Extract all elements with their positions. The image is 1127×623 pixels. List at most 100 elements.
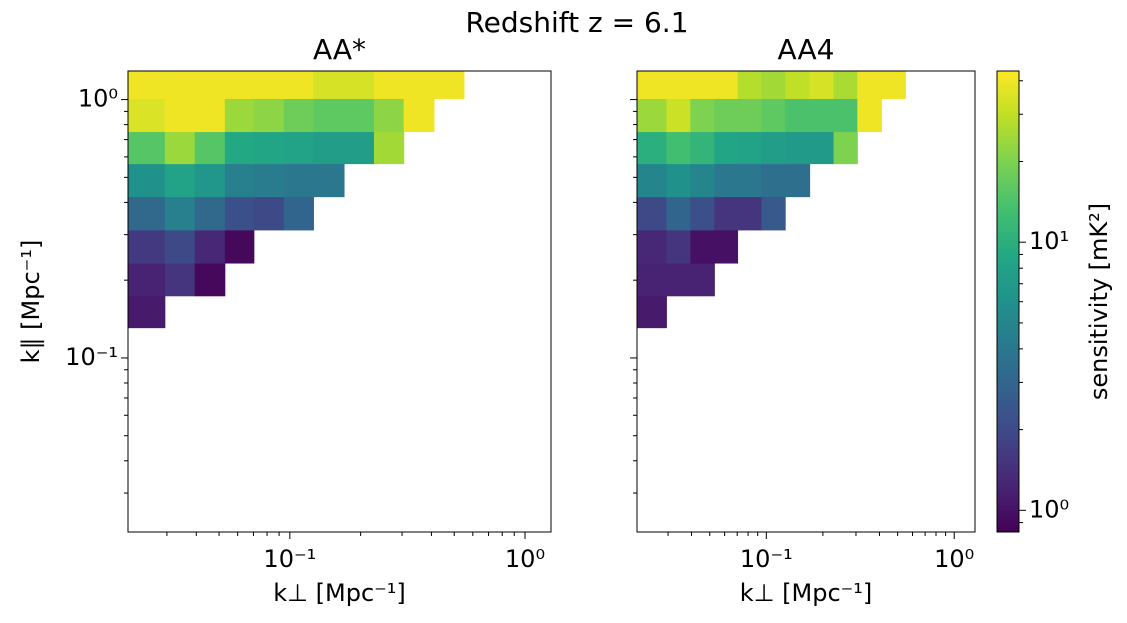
heatmap-cell [253, 71, 285, 99]
heatmap-cell [194, 131, 226, 165]
heatmap-cell [128, 71, 166, 99]
x-tick-label: 10⁻¹ [263, 545, 316, 573]
heatmap-cell [283, 163, 314, 198]
heatmap-cell [283, 71, 314, 99]
heatmap-cell [666, 98, 691, 133]
x-tick-label: 10⁻¹ [740, 545, 793, 573]
heatmap-cell [128, 229, 166, 264]
heatmap-cell [809, 71, 835, 99]
heatmap-cell [737, 163, 762, 198]
heatmap-cell [374, 98, 405, 133]
heatmap-cell [253, 131, 285, 165]
heatmap-cell [637, 131, 667, 165]
heatmap-cell [433, 71, 465, 99]
colorbar-tick-label: 10⁰ [1029, 495, 1069, 523]
y-tick-label: 10⁻¹ [65, 343, 118, 371]
heatmap-cell [253, 98, 285, 133]
heatmap-cell [857, 71, 882, 99]
heatmap-cell [785, 131, 811, 165]
heatmap-cell [128, 98, 166, 133]
heatmap-cell [194, 263, 226, 297]
heatmap-cell [666, 131, 691, 165]
heatmap-cell [690, 229, 715, 264]
heatmap-cell [253, 163, 285, 198]
heatmap-cell [690, 163, 715, 198]
heatmap-cell [164, 98, 196, 133]
colorbar-label: sensitivity [mK²] [1085, 203, 1113, 400]
heatmap-cell [164, 263, 196, 297]
heatmap-cell [809, 131, 835, 165]
heatmap-cell [637, 196, 667, 231]
heatmap-cell [809, 98, 835, 133]
heatmap-cell [224, 196, 255, 231]
heatmap-cell [737, 196, 762, 231]
y-axis-label: k∥ [Mpc⁻¹] [17, 240, 45, 364]
heatmap-cell [164, 163, 196, 198]
heatmap-cell [761, 196, 786, 231]
heatmap-cell [714, 229, 739, 264]
heatmap-cell [637, 71, 667, 99]
colorbar-tick-label: 10¹ [1029, 227, 1069, 255]
heatmap-cell [164, 229, 196, 264]
heatmap-cell [194, 229, 226, 264]
heatmap-cell [785, 163, 811, 198]
axes-frame [636, 70, 976, 533]
heatmap-cell [128, 131, 166, 165]
heatmap-cell [253, 196, 285, 231]
heatmap-cell [761, 131, 786, 165]
heatmap-cell [344, 98, 375, 133]
heatmap-cell [224, 71, 255, 99]
heatmap-cell [224, 163, 255, 198]
heatmap-cell [194, 98, 226, 133]
heatmap-cell [761, 98, 786, 133]
heatmap-cell [128, 295, 166, 329]
heatmap-cell [714, 196, 739, 231]
heatmap-cell [283, 196, 314, 231]
heatmap-cell [690, 263, 715, 297]
heatmap-cell [666, 196, 691, 231]
heatmap-cell [164, 196, 196, 231]
heatmap-cell [128, 263, 166, 297]
x-tick-label: 10⁰ [505, 545, 545, 573]
heatmap-cell [737, 71, 762, 99]
heatmap-cell [637, 98, 667, 133]
heatmap-cell [637, 295, 667, 329]
heatmap-cell [164, 71, 196, 99]
heatmap-cell [737, 131, 762, 165]
heatmap-cell [403, 98, 435, 133]
heatmap-cell [313, 163, 345, 198]
axes-title: AA* [313, 33, 366, 66]
heatmap-cell [761, 163, 786, 198]
heatmap-cell [857, 98, 882, 133]
heatmap-cell [666, 229, 691, 264]
heatmap-cell [637, 229, 667, 264]
heatmap-cell [194, 163, 226, 198]
heatmap-cell [666, 163, 691, 198]
figure-title: Redshift z = 6.1 [465, 6, 688, 39]
y-tick-label: 10⁰ [78, 85, 118, 113]
heatmap-cell [344, 71, 375, 99]
heatmap-cell [313, 98, 345, 133]
heatmap-cell [403, 71, 435, 99]
heatmap-cell [666, 263, 691, 297]
heatmap-cell [690, 131, 715, 165]
x-axis-label: k⊥ [Mpc⁻¹] [740, 579, 873, 607]
heatmap-cell [224, 131, 255, 165]
heatmap-cell [283, 131, 314, 165]
heatmap-cell [690, 71, 715, 99]
heatmap-cell [283, 98, 314, 133]
heatmap-cell [881, 71, 906, 99]
heatmap-cell [128, 163, 166, 198]
heatmap-cell [833, 98, 858, 133]
axes-frame [127, 70, 552, 533]
heatmap-cell [637, 163, 667, 198]
heatmap-cell [761, 71, 786, 99]
heatmap-cell [313, 71, 345, 99]
heatmap-cell [344, 131, 375, 165]
heatmap-cell [637, 263, 667, 297]
heatmap-cell [224, 229, 255, 264]
heatmap-cell [785, 71, 811, 99]
x-axis-label: k⊥ [Mpc⁻¹] [273, 579, 406, 607]
heatmap-cell [714, 163, 739, 198]
